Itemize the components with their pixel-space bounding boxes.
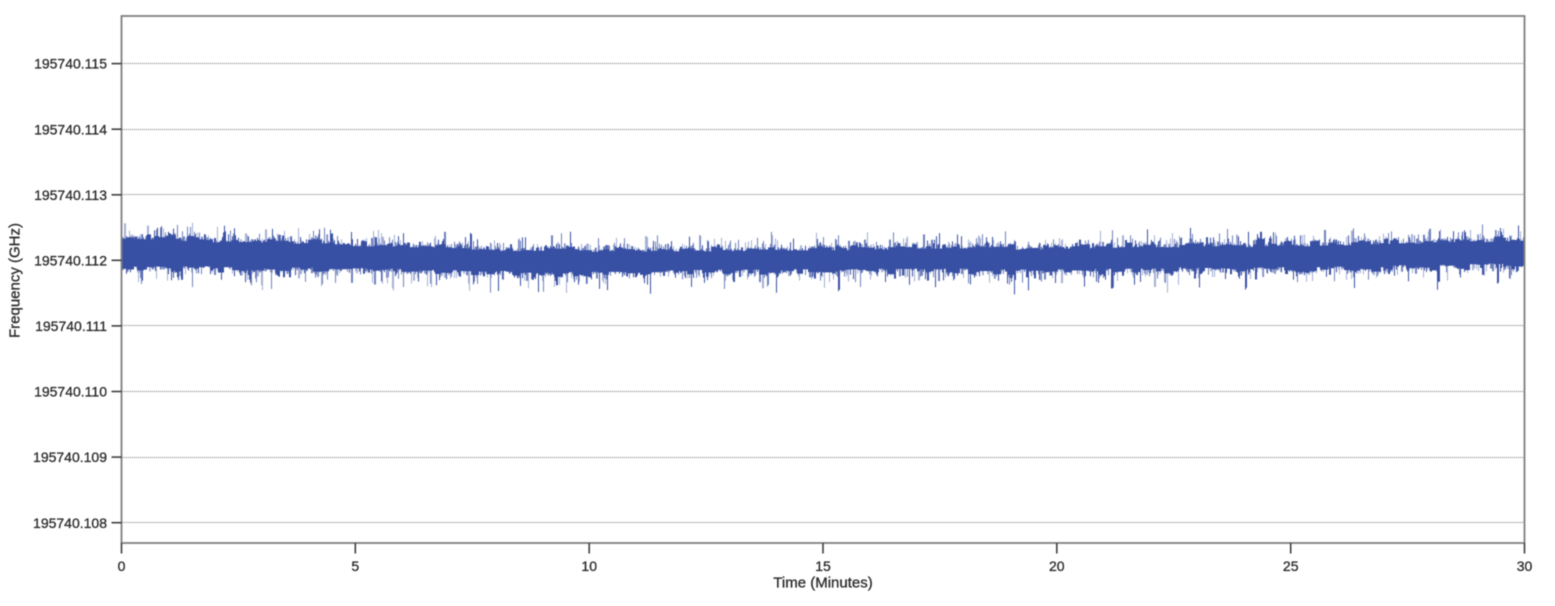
svg-text:195740.110: 195740.110 [34,384,107,400]
svg-text:195740.111: 195740.111 [35,318,107,334]
svg-text:195740.115: 195740.115 [34,56,107,72]
svg-text:5: 5 [351,558,359,574]
svg-text:0: 0 [118,558,126,574]
svg-text:195740.109: 195740.109 [33,449,107,465]
svg-text:195740.112: 195740.112 [34,252,107,268]
svg-text:10: 10 [581,558,597,574]
svg-text:Frequency (GHz): Frequency (GHz) [7,223,24,338]
svg-text:Time (Minutes): Time (Minutes) [773,575,872,592]
svg-text:195740.114: 195740.114 [34,121,107,137]
svg-text:15: 15 [815,558,831,574]
svg-text:25: 25 [1283,558,1299,574]
svg-text:30: 30 [1517,558,1533,574]
svg-text:20: 20 [1049,558,1065,574]
svg-text:195740.108: 195740.108 [33,515,107,531]
svg-text:195740.113: 195740.113 [34,187,107,203]
